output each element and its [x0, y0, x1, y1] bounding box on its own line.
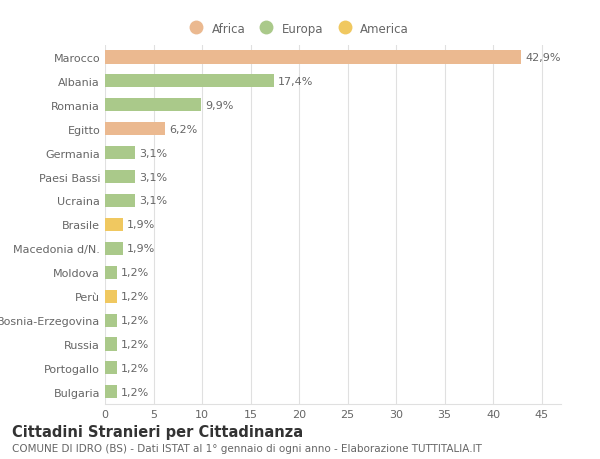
Text: 6,2%: 6,2% — [169, 124, 197, 134]
Text: Cittadini Stranieri per Cittadinanza: Cittadini Stranieri per Cittadinanza — [12, 425, 303, 440]
Bar — [105, 218, 124, 231]
Text: 1,2%: 1,2% — [121, 339, 149, 349]
Text: COMUNE DI IDRO (BS) - Dati ISTAT al 1° gennaio di ogni anno - Elaborazione TUTTI: COMUNE DI IDRO (BS) - Dati ISTAT al 1° g… — [12, 443, 482, 453]
Legend: Africa, Europa, America: Africa, Europa, America — [179, 18, 413, 40]
Text: 1,9%: 1,9% — [127, 244, 155, 254]
Text: 42,9%: 42,9% — [525, 53, 560, 63]
Bar — [105, 242, 124, 255]
Bar — [105, 99, 201, 112]
Bar — [105, 338, 116, 351]
Text: 17,4%: 17,4% — [278, 77, 313, 87]
Text: 1,2%: 1,2% — [121, 315, 149, 325]
Bar — [105, 51, 521, 64]
Bar — [105, 195, 135, 207]
Text: 1,2%: 1,2% — [121, 291, 149, 302]
Bar — [105, 171, 135, 184]
Text: 1,2%: 1,2% — [121, 268, 149, 278]
Bar — [105, 75, 274, 88]
Bar — [105, 362, 116, 375]
Bar — [105, 123, 165, 136]
Bar — [105, 290, 116, 303]
Text: 1,2%: 1,2% — [121, 363, 149, 373]
Bar — [105, 314, 116, 327]
Text: 1,2%: 1,2% — [121, 387, 149, 397]
Text: 3,1%: 3,1% — [139, 196, 167, 206]
Bar — [105, 266, 116, 279]
Bar — [105, 386, 116, 398]
Text: 9,9%: 9,9% — [205, 101, 233, 111]
Bar — [105, 147, 135, 160]
Text: 3,1%: 3,1% — [139, 148, 167, 158]
Text: 1,9%: 1,9% — [127, 220, 155, 230]
Text: 3,1%: 3,1% — [139, 172, 167, 182]
